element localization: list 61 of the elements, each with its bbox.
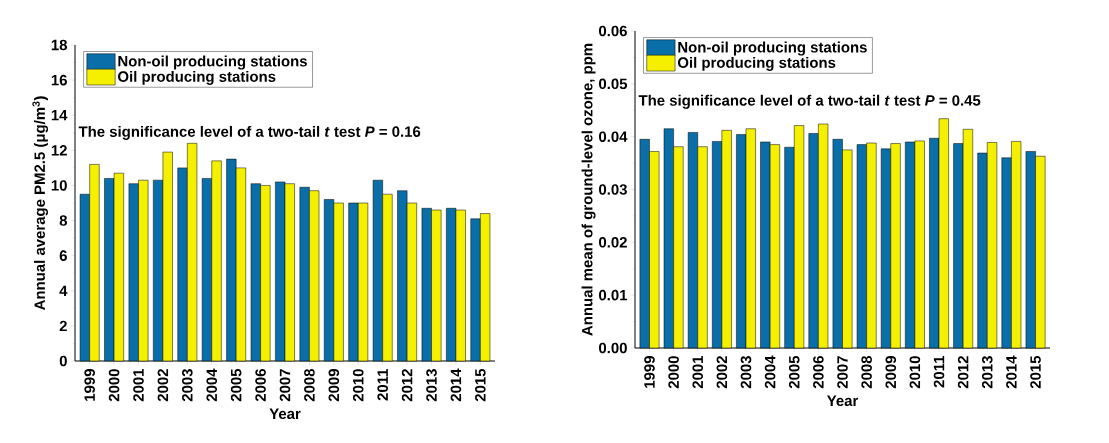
y-tick-label: 14 bbox=[51, 110, 68, 121]
x-tick-label: 2001 bbox=[692, 355, 704, 389]
y-tick-label: 8 bbox=[59, 215, 68, 226]
annotation: The significance level of a two-tail t test P = 0.16 bbox=[78, 125, 421, 140]
y-tick-label: 0.00 bbox=[598, 342, 627, 354]
legend-label: Oil producing stations bbox=[677, 56, 836, 71]
y-tick-label: 0.05 bbox=[598, 78, 628, 90]
x-tick-label: 2012 bbox=[401, 369, 413, 402]
y-axis-title: Annual average PM2.5 (μg/m$^{3}$) bbox=[32, 96, 49, 311]
x-tick-label: 2011 bbox=[933, 355, 945, 388]
y-tick-label: 0.04 bbox=[598, 131, 628, 142]
x-tick-label: 2001 bbox=[133, 368, 144, 402]
x-tick-label: 1999 bbox=[84, 369, 95, 401]
x-tick-label: 2007 bbox=[279, 369, 291, 402]
x-tick-label: 2007 bbox=[837, 356, 848, 389]
x-tick-label: 2005 bbox=[788, 355, 800, 389]
x-tick-label: 2009 bbox=[885, 356, 897, 389]
y-tick-label: 0.03 bbox=[598, 184, 627, 195]
x-tick-label: 2000 bbox=[668, 356, 679, 389]
y-axis-title: Annual mean of ground-level ozone, ppm bbox=[581, 43, 596, 336]
y-tick-label: 12 bbox=[51, 145, 67, 156]
x-tick-label: 2002 bbox=[716, 356, 728, 389]
x-tick-label: 2014 bbox=[1006, 355, 1017, 389]
x-tick-label: 2008 bbox=[861, 355, 872, 389]
x-tick-label: 2006 bbox=[255, 369, 266, 402]
x-tick-label: 2014 bbox=[450, 368, 462, 402]
x-tick-label: 2002 bbox=[157, 369, 169, 402]
y-tick-label: 0 bbox=[59, 355, 67, 367]
x-tick-label: 2009 bbox=[328, 369, 340, 402]
x-tick-label: 2003 bbox=[182, 369, 193, 402]
x-tick-label: 2010 bbox=[352, 369, 364, 402]
x-axis-title: Year bbox=[826, 395, 859, 407]
x-tick-label: 2003 bbox=[740, 356, 752, 389]
x-tick-label: 2013 bbox=[981, 356, 993, 389]
y-tick-label: 0.01 bbox=[598, 289, 628, 301]
annotation: The significance level of a two-tail t test P = 0.45 bbox=[638, 94, 981, 109]
x-tick-label: 2000 bbox=[108, 369, 120, 402]
x-axis-title: Year bbox=[269, 408, 301, 420]
y-tick-label: 0.02 bbox=[598, 237, 627, 248]
y-tick-label: 0.06 bbox=[598, 25, 627, 37]
x-tick-label: 2010 bbox=[909, 356, 921, 389]
x-tick-label: 2004 bbox=[206, 368, 218, 402]
x-tick-label: 2004 bbox=[764, 355, 776, 389]
y-tick-label: 2 bbox=[59, 320, 67, 332]
x-tick-label: 2015 bbox=[1030, 355, 1041, 389]
x-tick-label: 2015 bbox=[475, 368, 486, 402]
x-tick-label: 2005 bbox=[230, 368, 242, 402]
x-tick-label: 2012 bbox=[957, 356, 969, 389]
x-tick-label: 2011 bbox=[377, 368, 388, 401]
legend-label: Non-oil producing stations bbox=[678, 41, 867, 56]
x-tick-label: 1999 bbox=[644, 356, 655, 388]
y-tick-label: 16 bbox=[51, 74, 67, 86]
y-tick-label: 6 bbox=[59, 250, 67, 261]
y-tick-label: 4 bbox=[59, 285, 68, 296]
y-tick-label: 10 bbox=[51, 180, 67, 191]
y-tick-label: 18 bbox=[51, 39, 68, 51]
x-tick-label: 2013 bbox=[426, 369, 437, 402]
legend-label: Oil producing stations bbox=[118, 70, 276, 85]
x-tick-label: 2006 bbox=[813, 356, 824, 389]
legend-label: Non-oil producing stations bbox=[118, 55, 307, 70]
x-tick-label: 2008 bbox=[304, 368, 315, 402]
